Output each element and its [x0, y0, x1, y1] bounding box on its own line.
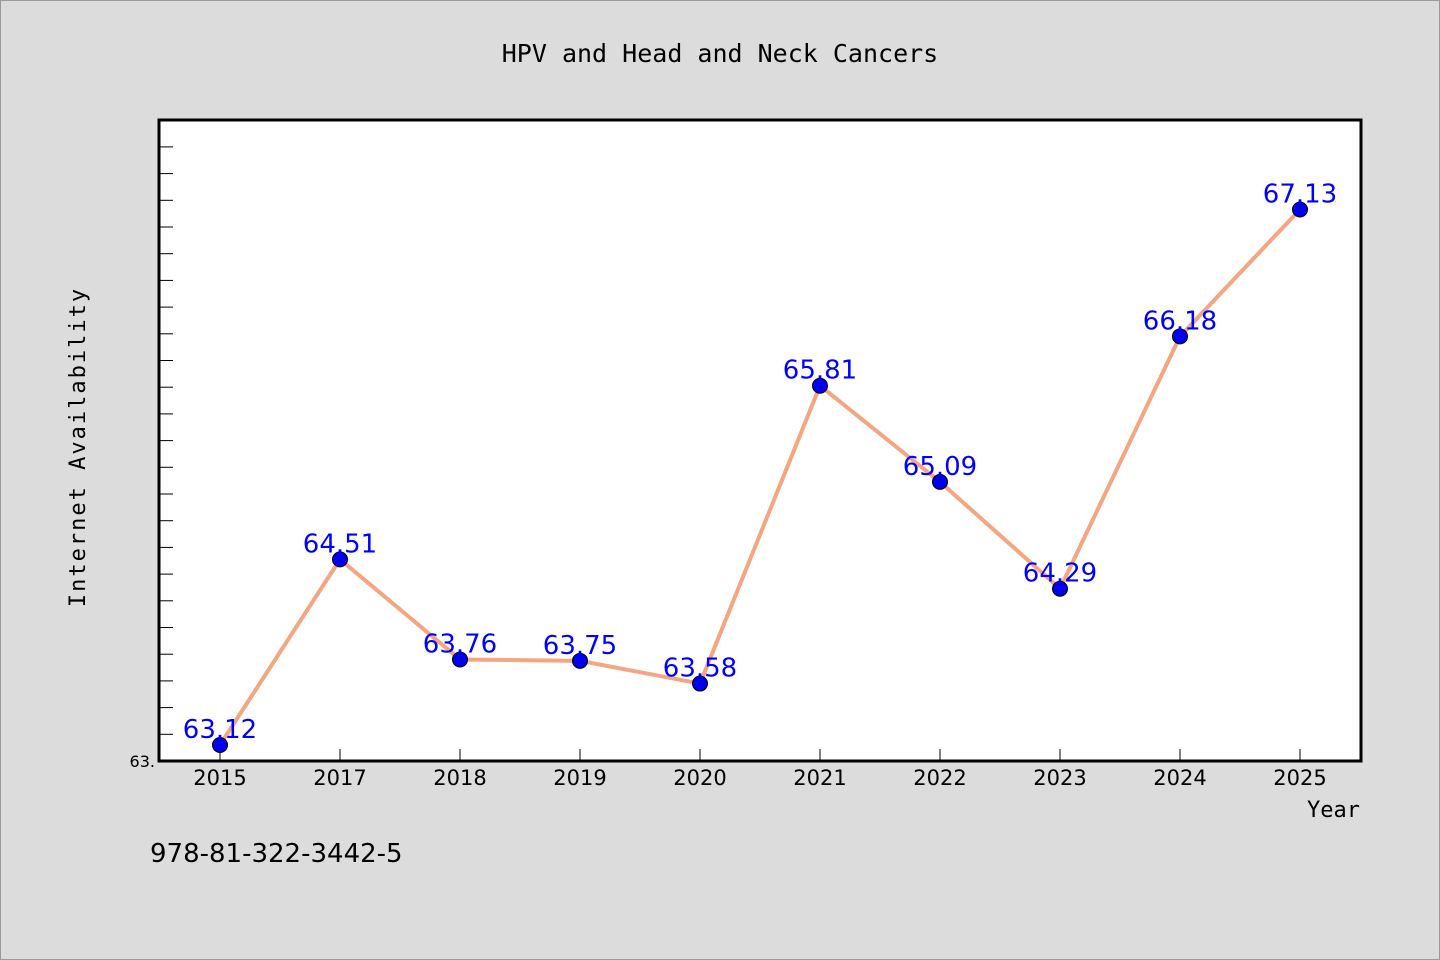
data-point [572, 652, 588, 669]
data-point [452, 651, 468, 668]
data-point [812, 377, 828, 394]
y-axis-title: Internet Availability [66, 287, 91, 607]
data-label: 64.29 [1023, 559, 1097, 589]
x-tick-label: 2020 [673, 766, 726, 790]
data-point [1172, 328, 1188, 345]
data-point [692, 675, 708, 692]
y-axis-minor-ticks [159, 146, 173, 762]
data-point [932, 473, 948, 490]
data-label: 63.75 [543, 631, 617, 661]
x-tick-label: 2023 [1033, 766, 1086, 790]
data-label: 63.76 [423, 630, 497, 660]
data-label: 67.13 [1263, 179, 1337, 209]
x-tick-label: 2022 [913, 766, 966, 790]
data-label: 63.58 [663, 654, 737, 684]
x-tick-label: 2024 [1153, 766, 1206, 790]
chart-title: HPV and Head and Neck Cancers [502, 39, 939, 68]
data-point [1052, 580, 1068, 597]
series-layer: 63.12 64.51 63.76 63.75 63.58 65.81 65.09 64.29… [183, 179, 1337, 753]
data-label: 65.81 [783, 356, 857, 386]
x-tick-label: 2019 [553, 766, 606, 790]
x-tick-label: 2018 [433, 766, 486, 790]
x-tick-label: 2021 [793, 766, 846, 790]
y-tick-label: 63. [130, 752, 155, 771]
x-tick-label: 2015 [193, 766, 246, 790]
data-label: 65.09 [903, 452, 977, 482]
x-tick-label: 2025 [1273, 766, 1326, 790]
data-label: 63.12 [183, 715, 257, 745]
x-tick-label: 2017 [313, 766, 366, 790]
data-point [332, 551, 348, 568]
data-point [212, 736, 228, 753]
x-axis-ticks: 2015 2017 2018 2019 2020 2021 2022 2023 2024 2025 [193, 749, 1327, 790]
footer-isbn: 978-81-322-3442-5 [150, 839, 403, 869]
data-label: 64.51 [303, 529, 377, 559]
x-axis-title: Year [1307, 798, 1360, 823]
series-line [218, 208, 1302, 747]
plot-area [157, 118, 1363, 763]
data-point [1292, 201, 1308, 218]
data-label: 66.18 [1143, 306, 1217, 336]
